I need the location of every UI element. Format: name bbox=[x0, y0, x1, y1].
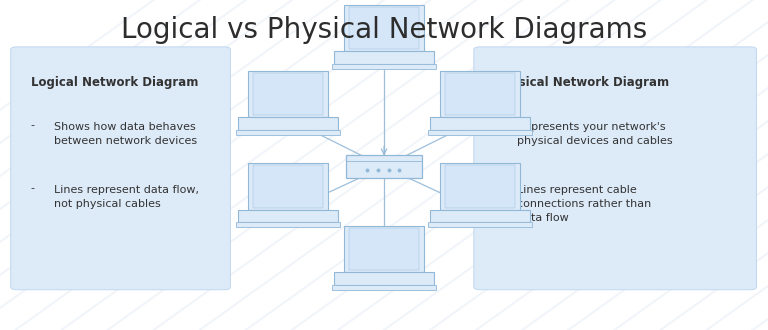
FancyBboxPatch shape bbox=[349, 228, 419, 270]
Text: Physical Network Diagram: Physical Network Diagram bbox=[494, 76, 669, 89]
FancyBboxPatch shape bbox=[334, 272, 434, 285]
FancyBboxPatch shape bbox=[253, 73, 323, 115]
FancyBboxPatch shape bbox=[440, 163, 520, 210]
FancyBboxPatch shape bbox=[428, 222, 532, 227]
FancyBboxPatch shape bbox=[253, 165, 323, 208]
FancyBboxPatch shape bbox=[344, 5, 424, 51]
FancyBboxPatch shape bbox=[248, 71, 328, 117]
FancyBboxPatch shape bbox=[332, 285, 436, 290]
Text: Represents your network's
physical devices and cables: Represents your network's physical devic… bbox=[517, 122, 673, 146]
FancyBboxPatch shape bbox=[332, 64, 436, 69]
FancyBboxPatch shape bbox=[236, 222, 340, 227]
FancyBboxPatch shape bbox=[344, 226, 424, 272]
Text: Lines represent cable
connections rather than
data flow: Lines represent cable connections rather… bbox=[517, 185, 651, 223]
FancyBboxPatch shape bbox=[430, 210, 530, 222]
FancyBboxPatch shape bbox=[236, 130, 340, 135]
Text: Logical vs Physical Network Diagrams: Logical vs Physical Network Diagrams bbox=[121, 16, 647, 44]
FancyBboxPatch shape bbox=[11, 47, 230, 290]
FancyBboxPatch shape bbox=[346, 155, 422, 178]
FancyBboxPatch shape bbox=[248, 163, 328, 210]
FancyBboxPatch shape bbox=[238, 210, 338, 222]
FancyBboxPatch shape bbox=[349, 7, 419, 49]
Text: Shows how data behaves
between network devices: Shows how data behaves between network d… bbox=[54, 122, 197, 146]
FancyBboxPatch shape bbox=[440, 71, 520, 117]
FancyBboxPatch shape bbox=[238, 117, 338, 130]
FancyBboxPatch shape bbox=[428, 130, 532, 135]
FancyBboxPatch shape bbox=[430, 117, 530, 130]
Text: -: - bbox=[494, 183, 498, 193]
FancyBboxPatch shape bbox=[474, 47, 756, 290]
Text: -: - bbox=[31, 120, 35, 130]
Text: -: - bbox=[494, 120, 498, 130]
FancyBboxPatch shape bbox=[334, 51, 434, 64]
Text: Lines represent data flow,
not physical cables: Lines represent data flow, not physical … bbox=[54, 185, 199, 209]
Text: -: - bbox=[31, 183, 35, 193]
Text: Logical Network Diagram: Logical Network Diagram bbox=[31, 76, 198, 89]
FancyBboxPatch shape bbox=[445, 73, 515, 115]
FancyBboxPatch shape bbox=[445, 165, 515, 208]
